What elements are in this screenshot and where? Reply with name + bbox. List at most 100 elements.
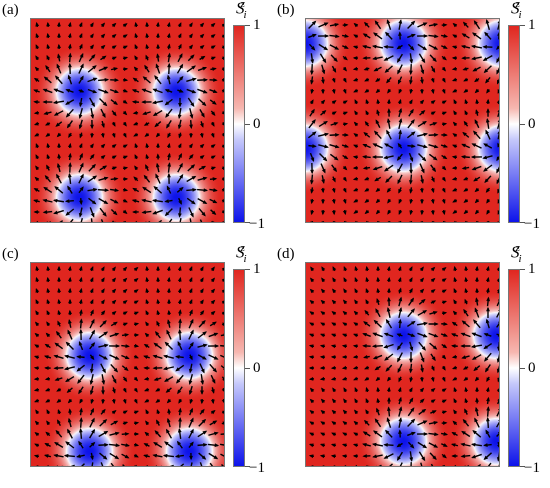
spin-arrow-head [90, 133, 94, 139]
spin-arrow-head [322, 58, 327, 64]
spin-arrow-head [101, 380, 106, 385]
spin-arrow-head [210, 277, 215, 283]
spin-arrow-head [188, 44, 194, 50]
spin-texture-map [30, 262, 225, 467]
panel-a: (a) Siz 1 0 −1 [0, 0, 275, 244]
spin-arrow-head [156, 153, 160, 158]
spin-arrow-head [330, 355, 336, 359]
spin-arrow-head [496, 368, 499, 374]
spin-arrow-head [52, 198, 58, 203]
spin-arrow-head [33, 376, 39, 381]
spin-arrow-head [332, 177, 336, 183]
spin-arrow-head [475, 276, 479, 282]
spin-arrow-head [376, 386, 381, 392]
spin-arrow-head [451, 56, 457, 60]
spin-arrow-head [64, 354, 69, 359]
spin-arrow-head [376, 298, 380, 303]
spin-arrow-head [485, 276, 490, 282]
spin-arrow-head [387, 88, 392, 94]
spin-arrow-head [191, 175, 197, 180]
spin-arrow-head [385, 367, 390, 372]
spin-arrow-head [342, 78, 347, 83]
spin-arrow-head [421, 58, 426, 64]
spin-arrow-head [67, 417, 72, 423]
spin-arrow-head [177, 265, 182, 271]
spin-arrow [497, 267, 499, 272]
spin-arrow-head [497, 431, 499, 434]
spin-arrow-head [103, 176, 109, 181]
spin-arrow-head [45, 332, 51, 338]
spin-arrow [199, 219, 203, 222]
spin-arrow-head [100, 277, 105, 283]
spin-arrow-head [486, 198, 491, 204]
spin-arrow [220, 365, 224, 369]
spin-arrow-head [154, 331, 160, 336]
spin-arrow-head [496, 278, 499, 282]
spin-arrow-head [189, 309, 193, 315]
spin-arrow-head [212, 177, 218, 181]
spin-arrow-head [131, 89, 137, 93]
spin-arrow-head [166, 329, 171, 335]
spin-arrow-head [372, 56, 377, 61]
spin-arrow-head [153, 222, 158, 223]
spin-arrow-head [134, 165, 139, 171]
spin-arrow [221, 210, 224, 213]
spin-arrow-head [90, 124, 94, 130]
spin-arrow-head [486, 88, 491, 94]
spin-arrow-head [423, 432, 429, 436]
spin-arrow-head [462, 418, 467, 424]
spin-arrow-head [55, 122, 60, 127]
spin-arrow-head [177, 341, 182, 346]
colorbar-tick [245, 269, 250, 270]
spin-arrow-head [122, 399, 127, 405]
spin-arrow-head [179, 186, 184, 192]
spin-arrow-head [103, 430, 109, 435]
spin-arrow-head [102, 165, 108, 170]
spin-arrow-head [464, 465, 466, 466]
spin-arrow-head [122, 110, 128, 116]
spin-arrow-head [210, 34, 216, 39]
spin-arrow-head [410, 407, 415, 412]
spin-arrow-head [89, 390, 94, 396]
spin-arrow [160, 465, 162, 466]
spin-arrow-head [55, 330, 61, 336]
spin-arrow-head [114, 78, 120, 82]
spin-arrow-head [33, 199, 38, 203]
spin-arrow-head [442, 45, 448, 49]
spin-arrow-head [68, 152, 72, 158]
spin-arrow-head [452, 420, 457, 426]
spin-arrow-head [67, 428, 71, 434]
spin-arrow-head [202, 430, 208, 435]
spin-arrow-head [419, 188, 424, 194]
spin-arrow-head [143, 454, 148, 458]
spin-arrow-head [442, 155, 448, 160]
spin-arrow-head [114, 455, 120, 460]
spin-arrow-head [398, 429, 402, 434]
spin-arrow [222, 398, 224, 404]
spin-arrow-head [200, 310, 205, 315]
spin-arrow-head [192, 77, 197, 82]
spin-arrow-head [430, 277, 436, 283]
spin-arrow-head [104, 188, 110, 193]
spin-arrow-head [441, 365, 446, 371]
spin-arrow-head [441, 267, 447, 272]
spin-arrow-head [113, 199, 119, 204]
spin-texture-map [305, 18, 500, 223]
spin-arrow-head [410, 119, 415, 124]
spin-arrow-head [408, 387, 413, 392]
spin-arrow-head [78, 265, 83, 271]
spin-arrow-head [383, 455, 389, 459]
spin-arrow-head [331, 322, 336, 327]
colorbar-tick [520, 25, 525, 26]
spin-arrow [147, 221, 151, 222]
spin-arrow-head [202, 355, 207, 360]
spin-arrow-head [124, 454, 130, 459]
spin-arrow-head [57, 320, 61, 326]
spin-arrow-head [175, 379, 181, 384]
spin-arrow-head [497, 444, 499, 448]
spin-arrow-head [90, 407, 94, 413]
spin-arrow-head [68, 287, 72, 293]
spin-arrow-head [310, 89, 315, 95]
spin-arrow-head [211, 111, 216, 116]
spin-arrow-head [308, 344, 314, 349]
